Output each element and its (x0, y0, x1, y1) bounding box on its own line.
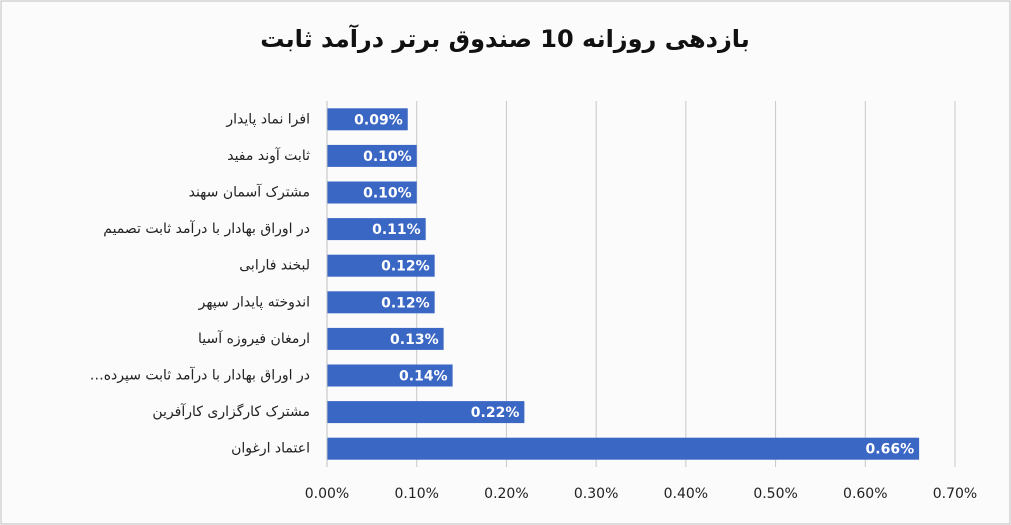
data-label: 0.10% (363, 186, 412, 202)
bar (327, 218, 426, 241)
x-tick-label: 0.40% (664, 486, 708, 502)
y-tick-label: افرا نماد پایدار (225, 111, 310, 127)
bar (327, 144, 417, 167)
bar (327, 437, 920, 460)
bar (327, 401, 525, 424)
chart-title: بازدهی روزانه 10 صندوق برتر درآمد ثابت (260, 24, 750, 53)
bar (327, 181, 417, 204)
y-tick-label: اندوخته پایدار سپهر (198, 294, 310, 310)
x-tick-label: 0.70% (933, 486, 977, 502)
bar (327, 364, 453, 387)
y-tick-label: ارمغان فیروزه آسیا (198, 330, 310, 347)
x-tick-label: 0.50% (753, 486, 797, 502)
data-label: 0.12% (381, 295, 430, 311)
y-tick-label: مشترک آسمان سهند (189, 184, 310, 201)
bar (327, 108, 408, 131)
bar (327, 254, 435, 277)
y-tick-label: در اوراق بهادار با درآمد ثابت سپرده… (90, 367, 310, 384)
data-label: 0.14% (399, 369, 448, 385)
data-label: 0.66% (866, 442, 915, 458)
y-tick-label: مشترک کارگزاری کارآفرین (152, 403, 310, 420)
x-tick-label: 0.00% (305, 486, 349, 502)
x-tick-label: 0.10% (394, 486, 438, 502)
data-label: 0.12% (381, 259, 430, 275)
y-tick-label: اعتماد ارغوان (231, 441, 310, 457)
y-tick-label: در اوراق بهادار با درآمد ثابت تصمیم (103, 220, 310, 237)
bar (327, 327, 444, 350)
data-label: 0.11% (372, 222, 421, 238)
data-label: 0.10% (363, 149, 412, 165)
x-tick-label: 0.30% (574, 486, 618, 502)
y-tick-label: لبخند فارابی (239, 258, 310, 274)
x-tick-label: 0.60% (843, 486, 887, 502)
y-tick-label: ثابت آوند مفید (227, 147, 310, 164)
x-tick-label: 0.20% (484, 486, 528, 502)
bar (327, 291, 435, 314)
data-label: 0.22% (471, 405, 520, 421)
data-label: 0.13% (390, 332, 439, 348)
data-label: 0.09% (354, 112, 403, 128)
